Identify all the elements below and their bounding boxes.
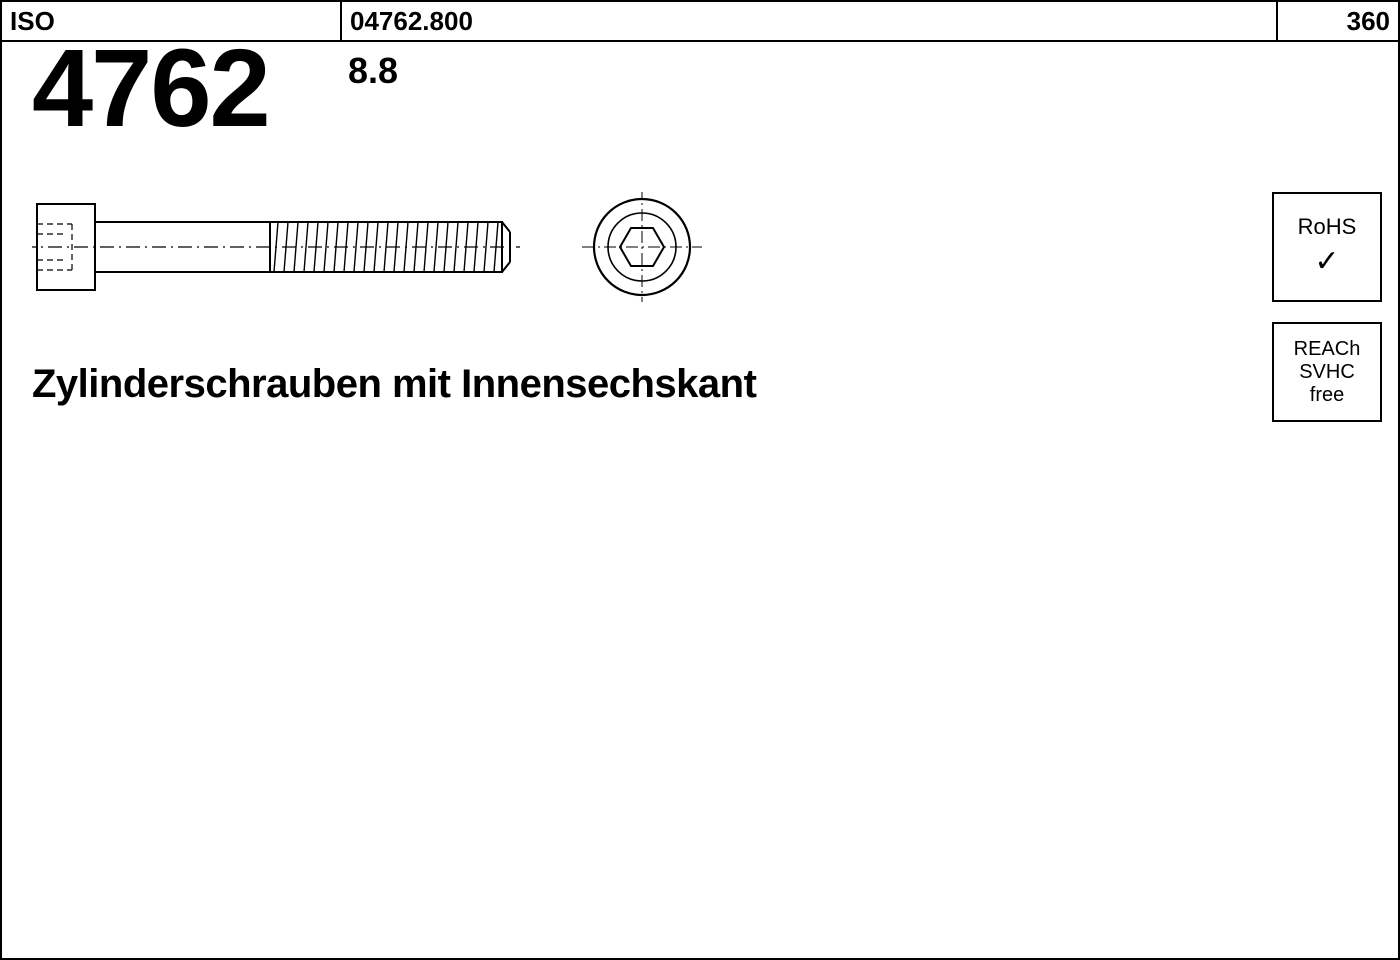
screw-diagram — [32, 192, 1132, 312]
reach-line3: free — [1310, 384, 1344, 407]
standard-number: 4762 — [32, 34, 269, 144]
rohs-label: RoHS — [1298, 214, 1357, 239]
screw-end-view — [582, 192, 702, 302]
reach-line1: REACh — [1294, 338, 1361, 361]
title-row: 4762 8.8 — [2, 42, 1398, 162]
reach-line2: SVHC — [1299, 361, 1355, 384]
product-description: Zylinderschrauben mit Innensechskant — [32, 362, 756, 407]
header-cell-article: 04762.800 — [342, 2, 1278, 40]
strength-grade: 8.8 — [348, 50, 398, 92]
check-icon: ✓ — [1314, 245, 1339, 280]
screw-svg — [32, 192, 732, 302]
header-cell-size: 360 — [1278, 2, 1398, 40]
rohs-badge: RoHS ✓ — [1272, 192, 1382, 302]
product-sheet: ISO 04762.800 360 4762 8.8 — [0, 0, 1400, 960]
reach-badge: REACh SVHC free — [1272, 322, 1382, 422]
